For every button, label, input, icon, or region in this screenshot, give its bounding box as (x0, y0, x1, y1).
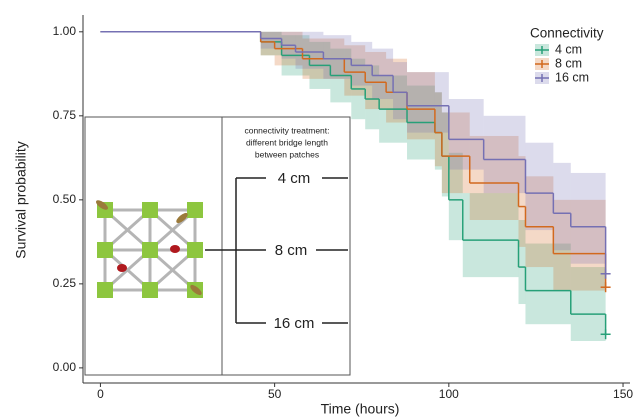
censor-mark (600, 268, 611, 279)
confidence-band (525, 142, 554, 231)
confidence-band (365, 51, 387, 110)
confidence-band (441, 112, 449, 197)
confidence-band (393, 62, 408, 120)
confidence-band (570, 172, 606, 264)
bracket (205, 177, 348, 324)
length-label: 4 cm (278, 170, 311, 187)
confidence-band (260, 31, 282, 49)
confidence-band (441, 112, 470, 194)
confidence-band (525, 243, 571, 325)
length-label: 16 cm (274, 315, 315, 332)
axes: 0.00 0.25 0.50 0.75 1.00 0 50 100 150 (53, 15, 633, 401)
confidence-band (386, 58, 408, 123)
confidence-band (448, 152, 463, 241)
insects (96, 200, 202, 296)
confidence-band (260, 31, 275, 56)
inset: connectivity treatment: different bridge… (84, 116, 351, 376)
x-tick-label: 100 (439, 387, 459, 401)
confidence-band (372, 48, 394, 100)
confidence-band (518, 156, 526, 247)
y-tick-label: 0.25 (53, 276, 77, 290)
legend-label: 8 cm (555, 56, 582, 70)
confidence-band (462, 193, 519, 278)
confidence-band (525, 176, 554, 268)
y-tick-label: 0.00 (53, 360, 77, 374)
legend-title: Connectivity (530, 26, 604, 41)
confidence-band (434, 92, 442, 167)
confidence-band (518, 220, 526, 305)
y-tick-label: 0.50 (53, 192, 77, 206)
inset-description: connectivity treatment: (244, 125, 329, 135)
survival-curves (100, 31, 611, 340)
x-axis-label: Time (hours) (321, 401, 400, 417)
confidence-band (570, 267, 606, 341)
legend-label: 4 cm (555, 42, 582, 56)
censor-mark (600, 282, 611, 293)
confidence-band (469, 135, 519, 221)
confidence-band (448, 99, 484, 170)
x-tick-label: 150 (613, 387, 633, 401)
y-tick-label: 0.75 (53, 108, 77, 122)
legend-label: 16 cm (555, 70, 589, 84)
y-axis-label: Survival probability (13, 141, 29, 259)
confidence-band (351, 41, 373, 86)
confidence-band (553, 199, 606, 291)
y-tick-label: 1.00 (53, 24, 77, 38)
confidence-band (434, 92, 442, 170)
confidence-band (553, 162, 571, 251)
x-tick-label: 50 (268, 387, 282, 401)
inset-description: different bridge length (246, 137, 328, 147)
censor-mark (600, 329, 611, 340)
inset-text-box (221, 116, 351, 376)
confidence-band (365, 65, 380, 130)
length-label: 8 cm (275, 242, 308, 259)
patches (97, 202, 203, 298)
inset-description: between patches (255, 149, 319, 159)
confidence-band (483, 115, 526, 194)
confidence-band (407, 72, 449, 133)
confidence-band (344, 45, 366, 96)
x-tick-label: 0 (97, 387, 104, 401)
confidence-band (260, 31, 282, 56)
